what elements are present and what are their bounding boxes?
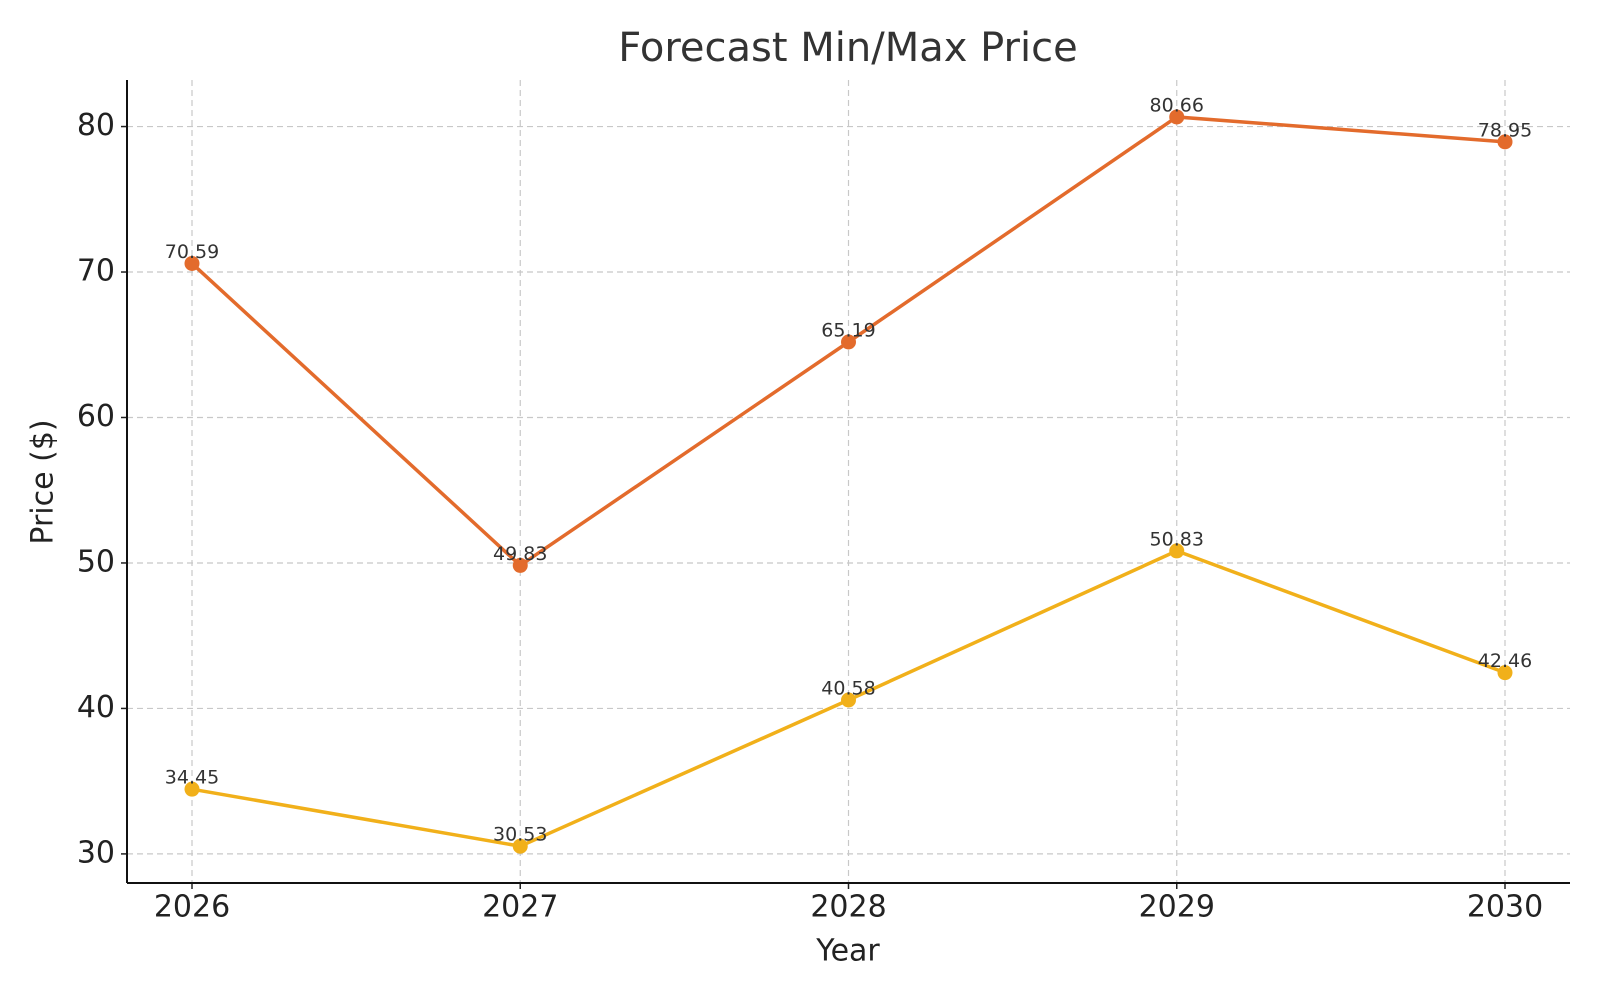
x-axis-label: Year [815,934,880,969]
data-label: 49.83 [493,543,547,565]
x-tick-label: 2027 [482,890,558,925]
data-point [841,334,856,350]
chart-title: Forecast Min/Max Price [618,25,1077,71]
data-point [1497,665,1513,681]
data-point [184,781,200,797]
data-point [184,255,200,271]
y-axis-label: Price ($) [26,419,61,544]
x-tick-label: 2029 [1139,890,1215,925]
data-point [1169,109,1185,125]
y-tick-label: 50 [77,544,115,579]
data-label: 40.58 [821,677,875,699]
data-label: 42.46 [1478,650,1532,672]
y-tick-label: 80 [77,108,115,143]
y-tick-label: 60 [77,399,115,434]
data-point [1497,134,1513,150]
y-tick-label: 30 [77,835,115,870]
x-tick-label: 2030 [1467,890,1543,925]
y-tick-label: 70 [77,254,115,289]
x-tick-label: 2026 [154,890,230,925]
data-point [841,692,856,708]
data-label: 78.95 [1478,119,1532,141]
data-label: 34.45 [165,767,219,789]
data-label: 50.83 [1150,528,1204,550]
data-point [512,557,528,573]
data-label: 70.59 [165,241,219,263]
data-label: 80.66 [1150,94,1204,116]
x-tick-label: 2028 [810,890,886,925]
data-label: 30.53 [493,824,547,846]
data-label: 65.19 [821,319,875,341]
y-tick-label: 40 [77,690,115,725]
data-point [1169,543,1185,559]
data-point [512,838,528,854]
